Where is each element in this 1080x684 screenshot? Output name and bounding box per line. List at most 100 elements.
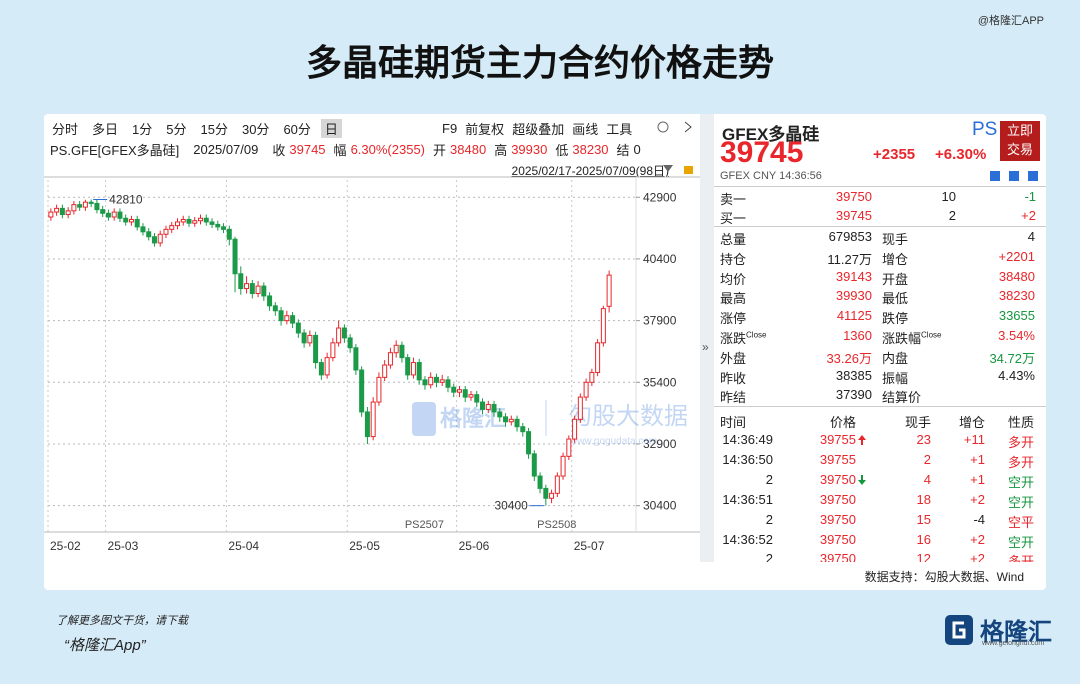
toolbar-icons[interactable] (655, 119, 700, 135)
quote-icons[interactable] (990, 170, 1040, 182)
candle-body (232, 238, 238, 275)
candle-body (105, 212, 111, 218)
candle-body (474, 394, 480, 403)
candle-body (295, 322, 301, 334)
tick-table: 时间 价格 现手 增仓 性质 14:36:49 39755 23 +11 多开 14:36:50 39… (714, 408, 1046, 562)
trend-arrow (858, 474, 866, 485)
tool-button[interactable]: 超级叠加 (512, 122, 565, 137)
stat-label: 现手 (882, 232, 909, 247)
stat-value: 679853 (828, 229, 872, 244)
candle-body (100, 209, 106, 214)
candle-body (566, 438, 572, 457)
divider (714, 406, 1046, 407)
book-qty: 2 (948, 208, 956, 223)
tick-nature: 多开 (1008, 435, 1035, 450)
candle-body (497, 411, 503, 418)
stat-label: 内盘 (882, 350, 909, 366)
quote-name: GFEX多晶硅 (722, 125, 820, 144)
candle-body (572, 418, 578, 440)
period-tab[interactable]: 多日 (92, 122, 119, 137)
app-name: “格隆汇App” (64, 637, 146, 654)
candle-body (543, 487, 549, 499)
range-icons[interactable] (662, 162, 698, 176)
candle-body (186, 218, 192, 224)
period-tab[interactable]: 15分 (200, 122, 228, 137)
x-tick-label: 25-06 (459, 539, 490, 553)
panel-divider[interactable]: » (700, 114, 714, 562)
watermark-url: www.gogudata.com (569, 436, 657, 447)
min-label: 30400 (494, 499, 528, 513)
stat-value: 4 (1027, 229, 1035, 244)
stat-value: 3.54% (998, 328, 1035, 343)
icon[interactable] (1009, 171, 1019, 181)
book-qty: 10 (941, 189, 956, 204)
tool-button[interactable]: 前复权 (465, 122, 505, 137)
candle-body (370, 401, 376, 438)
stat-value: 39143 (835, 268, 872, 284)
note: Close (746, 330, 767, 340)
candle-body (445, 379, 451, 388)
button-text[interactable]: 立即 (1006, 123, 1033, 138)
stat-value: 38480 (998, 268, 1035, 284)
tick-time: 14:36:50 (722, 451, 773, 467)
brand: @格隆汇APP (977, 15, 1044, 27)
tick-time: 14:36:52 (722, 531, 773, 547)
tick-nature: 空开 (1008, 534, 1035, 550)
icon[interactable] (1028, 171, 1038, 181)
candle-body (307, 334, 313, 344)
expand-icon[interactable]: » (702, 340, 709, 354)
tick-qty: 16 (916, 531, 931, 547)
candle-body (554, 475, 560, 494)
quote-sub: GFEX CNY 14:36:56 (720, 170, 822, 182)
tick-qty: 15 (916, 511, 931, 527)
stat-label: 昨收 (720, 370, 747, 386)
book-change: -1 (1024, 189, 1036, 204)
candle-body (151, 236, 157, 244)
candle-body (318, 362, 324, 376)
candle-body (278, 310, 284, 322)
icon[interactable] (684, 121, 692, 133)
tick-price: 39750 (819, 551, 856, 562)
tool-button[interactable]: 工具 (606, 122, 633, 137)
candle-body (82, 201, 88, 208)
period-tab[interactable]: 1分 (132, 122, 153, 137)
candle-body (422, 379, 428, 386)
x-tick-label: 25-05 (349, 539, 380, 553)
icon[interactable] (684, 166, 693, 174)
candle-body (589, 371, 595, 383)
candle-body (192, 220, 198, 224)
period-tab[interactable]: 30分 (241, 122, 270, 137)
stat-label: 开盘 (882, 271, 909, 287)
candle-body (439, 379, 445, 383)
tick-nature: 多开 (1008, 454, 1035, 470)
candle-body (238, 273, 244, 290)
quote-pct: +6.30% (935, 146, 987, 163)
trade-button[interactable]: 立即 交易 (1000, 121, 1040, 161)
candle-body (255, 285, 261, 294)
candle-body (480, 401, 486, 410)
period-tab[interactable]: 分时 (52, 122, 79, 137)
value: 39745 (289, 142, 326, 157)
x-tick-label: 25-07 (574, 539, 605, 553)
button-text[interactable]: 交易 (1006, 142, 1033, 157)
watermark-icon (412, 402, 436, 436)
icon[interactable] (990, 171, 1000, 181)
tool-button[interactable]: 画线 (572, 122, 599, 137)
candle-body (77, 204, 83, 208)
x-tick-label: 25-02 (50, 539, 81, 553)
card (44, 114, 1046, 590)
tick-qty: 23 (916, 432, 931, 447)
period-tab[interactable]: 日 (320, 119, 342, 138)
quote-code: PS (972, 119, 998, 140)
icon[interactable] (657, 121, 669, 133)
date-range[interactable]: 2025/02/17-2025/07/09(98日) (511, 164, 669, 178)
candle-body (65, 210, 71, 216)
tool-button[interactable]: F9 (442, 121, 458, 136)
period-tab[interactable]: 5分 (166, 122, 187, 137)
candle-body (456, 389, 462, 393)
table-header: 价格 (829, 415, 856, 430)
candle-body (393, 344, 399, 354)
candle-body (485, 404, 491, 410)
period-tab[interactable]: 60分 (283, 122, 311, 137)
icon[interactable] (663, 165, 673, 172)
